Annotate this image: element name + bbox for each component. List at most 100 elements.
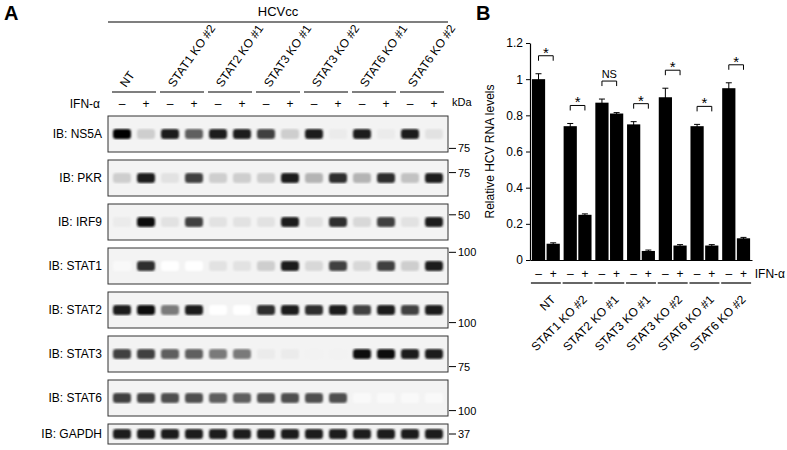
band (113, 349, 131, 359)
significance-bracket (602, 81, 617, 86)
unit-label: kDa (452, 96, 472, 108)
band (281, 349, 299, 359)
group-underline (400, 91, 444, 92)
band (209, 349, 227, 359)
band (281, 305, 299, 315)
band (161, 305, 179, 315)
band (113, 129, 131, 139)
treatment-sign: – (567, 267, 574, 281)
band (425, 217, 443, 227)
band (353, 305, 371, 315)
group-underline (531, 282, 561, 283)
y-tick: 0 (516, 253, 530, 267)
band (257, 429, 275, 439)
group-underline (689, 282, 719, 283)
error-bar (709, 245, 715, 247)
blot-header: HCVcc (258, 4, 299, 19)
header-line (108, 21, 448, 22)
band (377, 393, 395, 403)
band (209, 393, 227, 403)
band (257, 305, 275, 315)
blot-row: IB: IRF950 (58, 204, 470, 240)
band (185, 349, 203, 359)
error-bar (536, 74, 542, 85)
band (401, 393, 419, 403)
band (233, 349, 251, 359)
y-tick-mark (526, 43, 530, 44)
band (329, 305, 347, 315)
band (233, 261, 251, 271)
treatment-sign: + (740, 267, 747, 281)
group-label: STAT6 KO #1 (357, 22, 410, 90)
significance-label: * (670, 58, 676, 75)
treatment-sign: + (334, 97, 341, 111)
band (113, 261, 131, 271)
band (257, 129, 275, 139)
marker-dash (449, 322, 456, 323)
blot-row: IB: PKR75 (59, 160, 470, 196)
y-tick: 0.6 (506, 145, 530, 159)
blot-frame (108, 248, 448, 284)
y-tick-label: 0.6 (506, 145, 523, 159)
treatment-sign: – (215, 97, 222, 111)
treatment-sign: + (382, 97, 389, 111)
error-bar (740, 237, 746, 239)
marker-dash (449, 366, 456, 367)
plot-marks (532, 74, 750, 260)
marker-dash (449, 172, 456, 173)
group-underline (658, 282, 688, 283)
band (377, 261, 395, 271)
blot-row: IB: GAPDH37 (41, 424, 470, 444)
blot-row: IB: STAT1100 (48, 246, 476, 284)
treatment-sign: – (630, 267, 637, 281)
bar (659, 97, 672, 260)
group-label: STAT2 KO #1 (213, 22, 266, 90)
band (353, 217, 371, 227)
band (329, 129, 347, 139)
band (209, 217, 227, 227)
marker-label: 75 (458, 361, 470, 373)
band (161, 129, 179, 139)
band (113, 217, 131, 227)
band (113, 393, 131, 403)
y-tick-mark (526, 79, 530, 80)
band (401, 217, 419, 227)
band (377, 349, 395, 359)
band (305, 305, 323, 315)
blot-row: IB: STAT6100 (48, 380, 476, 417)
marker-dash (449, 252, 456, 253)
marker-label: 100 (458, 246, 476, 258)
band (209, 173, 227, 183)
marker-label: 50 (458, 209, 470, 221)
blot-frame (108, 380, 448, 416)
band (161, 393, 179, 403)
treatment-sign: + (677, 267, 684, 281)
group-underline (256, 91, 300, 92)
band (425, 129, 443, 139)
row-label: IB: NS5A (53, 127, 102, 141)
y-tick-label: 0.4 (506, 181, 523, 195)
band (377, 217, 395, 227)
band (281, 129, 299, 139)
group-underline (112, 91, 156, 92)
treatment-sign: + (581, 267, 588, 281)
band (185, 305, 203, 315)
band (305, 129, 323, 139)
bar (578, 215, 591, 260)
bar (673, 246, 686, 260)
band (353, 129, 371, 139)
band (329, 429, 347, 439)
band (257, 349, 275, 359)
marker-dash (449, 148, 456, 149)
panel-a: AHCVccNT–+STAT1 KO #2–+STAT2 KO #1–+STAT… (4, 2, 476, 444)
band (377, 129, 395, 139)
blot-frame (108, 292, 448, 328)
band (281, 261, 299, 271)
group-label: STAT3 KO #2 (309, 22, 362, 90)
band (185, 261, 203, 271)
band (353, 393, 371, 403)
band (185, 217, 203, 227)
treatment-sign: + (238, 97, 245, 111)
band (329, 261, 347, 271)
band (281, 429, 299, 439)
